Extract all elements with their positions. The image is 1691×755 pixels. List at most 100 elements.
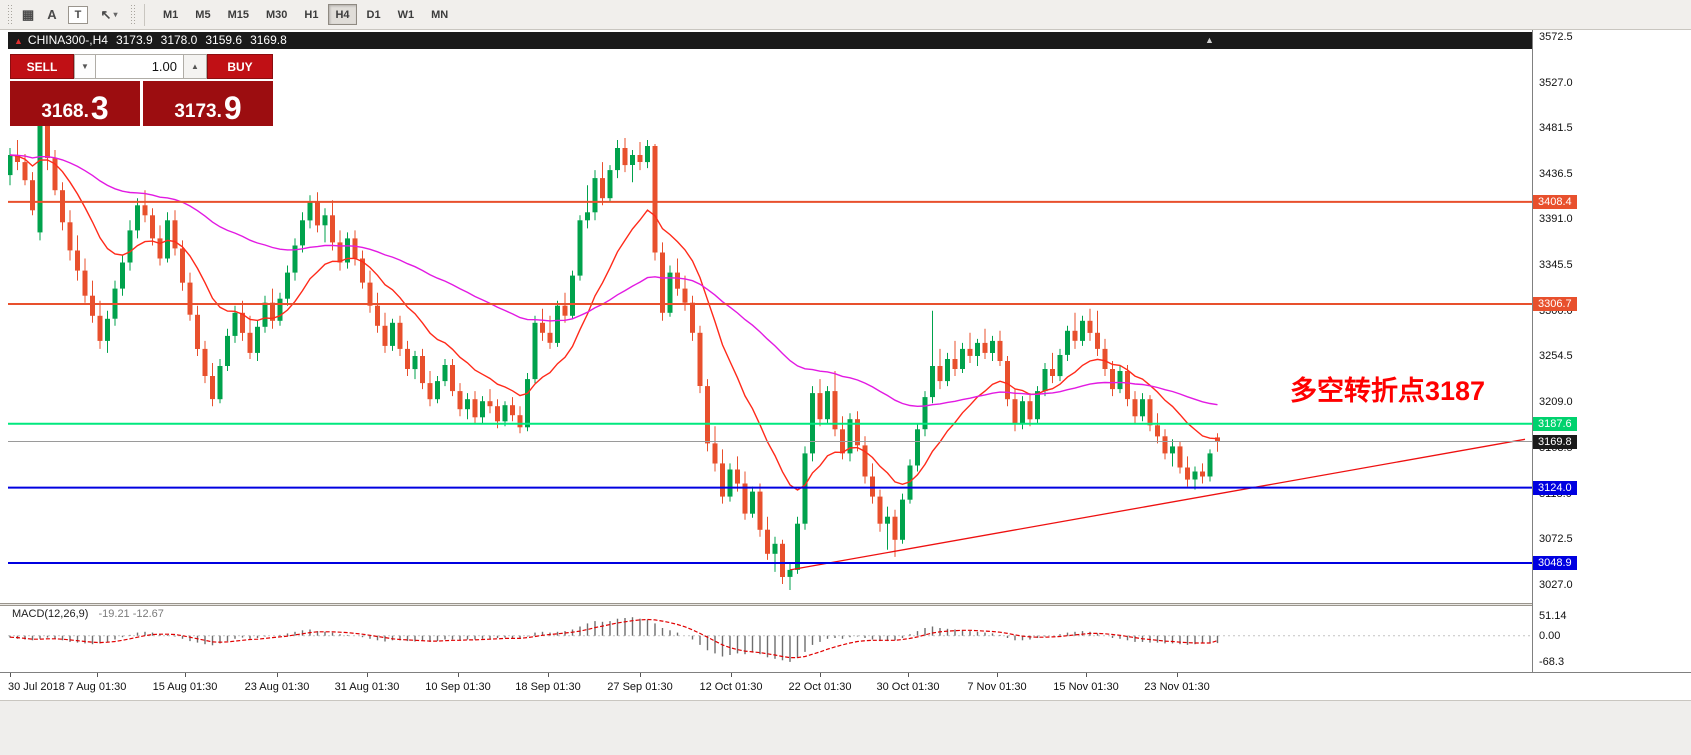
macd-pane[interactable] [8, 606, 1532, 672]
chart-symbol: CHINA300-,H4 [27, 33, 108, 47]
price-tick: 3209.0 [1539, 396, 1573, 408]
indicator-label: MACD(12,26,9) -19.21 -12.67 [12, 608, 164, 620]
timeframe-group: M1 M5 M15 M30 H1 H4 D1 W1 MN [156, 4, 455, 25]
time-label: 10 Sep 01:30 [425, 681, 491, 693]
timeframe-h4[interactable]: H4 [328, 4, 357, 25]
price-tick: 3481.5 [1539, 122, 1573, 134]
time-tick [1177, 673, 1178, 677]
timeframe-m15[interactable]: M15 [221, 4, 256, 25]
time-label: 30 Oct 01:30 [876, 681, 940, 693]
time-label: 30 Jul 2018 [8, 681, 65, 693]
time-label: 31 Aug 01:30 [334, 681, 400, 693]
chart-text-annotation[interactable]: 多空转折点3187 [1290, 376, 1486, 406]
price-tick: 3072.5 [1539, 533, 1573, 545]
time-label: 23 Nov 01:30 [1144, 681, 1210, 693]
chart-shift-marker-icon[interactable]: ▲ [1205, 35, 1214, 45]
indicator-values: -19.21 -12.67 [98, 608, 164, 620]
price-tick: 3572.5 [1539, 31, 1573, 43]
moving-average-60 [9, 154, 1218, 408]
ohlc-close: 3169.8 [250, 33, 287, 47]
objects-tool-button[interactable]: ↖ ▾ [92, 4, 126, 26]
one-click-trading-panel: SELL ▼ ▲ BUY 3168. 3 3173. 9 [10, 54, 273, 126]
chart-title-bar: ▲ CHINA300-,H4 3173.9 3178.0 3159.6 3169.8 ▲ [8, 32, 1532, 49]
text-label-tool-icon[interactable]: A [40, 4, 64, 26]
trade-controls-row: SELL ▼ ▲ BUY [10, 54, 273, 79]
price-tick: 3027.0 [1539, 579, 1573, 591]
toolbar-drag-handle[interactable] [130, 3, 135, 26]
time-tick [1086, 673, 1087, 677]
timeframe-d1[interactable]: D1 [360, 4, 388, 25]
timeframe-w1[interactable]: W1 [391, 4, 422, 25]
volume-input[interactable] [96, 54, 184, 79]
ohlc-high: 3178.0 [160, 33, 198, 47]
time-tick [908, 673, 909, 677]
timeframe-m30[interactable]: M30 [259, 4, 294, 25]
buy-price-main: 3173. [174, 101, 222, 122]
chevron-down-icon: ▾ [113, 10, 118, 19]
symbol-marker-icon: ▲ [14, 36, 23, 46]
time-label: 22 Oct 01:30 [788, 681, 852, 693]
price-tick: 3527.0 [1539, 77, 1573, 89]
ohlc-open: 3173.9 [115, 33, 153, 47]
sell-price[interactable]: 3168. 3 [10, 81, 140, 126]
volume-dropdown-button[interactable]: ▼ [74, 54, 96, 79]
price-axis[interactable]: 3572.5 3527.0 3481.5 3436.5 3391.0 3345.5 3300… [1532, 30, 1691, 672]
price-chart[interactable] [8, 30, 1532, 604]
timeframe-h1[interactable]: H1 [297, 4, 325, 25]
volume-up-button[interactable]: ▲ [184, 54, 207, 79]
timeframe-m5[interactable]: M5 [188, 4, 217, 25]
timeframe-mn[interactable]: MN [424, 4, 455, 25]
candlesticks [8, 113, 1220, 590]
price-tick: 3436.5 [1539, 168, 1573, 180]
time-tick [458, 673, 459, 677]
price-tag: 3187.6 [1533, 417, 1577, 431]
macd-tick: 0.00 [1539, 630, 1561, 642]
chart-grid-icon[interactable]: ▦ [16, 4, 40, 26]
time-label: 7 Nov 01:30 [967, 681, 1027, 693]
price-tick: 3254.5 [1539, 350, 1573, 362]
price-tag: 3124.0 [1533, 481, 1577, 495]
buy-price[interactable]: 3173. 9 [143, 81, 273, 126]
time-label: 18 Sep 01:30 [515, 681, 581, 693]
trendline[interactable] [789, 438, 1526, 571]
price-tick: 3345.5 [1539, 259, 1573, 271]
indicator-name: MACD(12,26,9) [12, 608, 89, 620]
price-tag: 3408.4 [1533, 195, 1577, 209]
ohlc-low: 3159.6 [205, 33, 243, 47]
time-tick [10, 673, 11, 677]
buy-price-big-digit: 9 [223, 89, 242, 126]
timeframe-m1[interactable]: M1 [156, 4, 185, 25]
toolbar: ▦ A T ↖ ▾ M1 M5 M15 M30 H1 H4 D1 W1 MN [0, 0, 1691, 30]
time-tick [820, 673, 821, 677]
time-label: 27 Sep 01:30 [607, 681, 673, 693]
time-label: 15 Nov 01:30 [1053, 681, 1119, 693]
macd-signal-line [9, 618, 1218, 659]
macd-histogram [9, 617, 1219, 662]
toolbar-separator [144, 3, 145, 26]
time-tick [277, 673, 278, 677]
time-label: 12 Oct 01:30 [699, 681, 763, 693]
time-tick [731, 673, 732, 677]
sell-button[interactable]: SELL [10, 54, 74, 79]
toolbar-drag-handle[interactable] [7, 3, 12, 26]
trade-prices-row: 3168. 3 3173. 9 [10, 81, 273, 126]
time-label: 7 Aug 01:30 [67, 681, 127, 693]
sell-price-big-digit: 3 [90, 89, 109, 126]
time-label: 23 Aug 01:30 [244, 681, 310, 693]
price-tick: 3391.0 [1539, 213, 1573, 225]
price-tag: 3048.9 [1533, 556, 1577, 570]
time-tick [185, 673, 186, 677]
time-tick [367, 673, 368, 677]
cursor-icon: ↖ [100, 6, 112, 22]
time-label: 15 Aug 01:30 [152, 681, 218, 693]
pane-separator[interactable] [0, 603, 1532, 606]
time-axis[interactable]: 30 Jul 2018 7 Aug 01:30 15 Aug 01:30 23 Aug… [0, 672, 1691, 700]
price-tag: 3169.8 [1533, 435, 1577, 449]
time-tick [997, 673, 998, 677]
moving-average-14 [9, 154, 1218, 491]
text-tool-icon[interactable]: T [68, 5, 88, 24]
time-tick [640, 673, 641, 677]
buy-button[interactable]: BUY [207, 54, 273, 79]
macd-tick: -68.3 [1539, 656, 1565, 668]
